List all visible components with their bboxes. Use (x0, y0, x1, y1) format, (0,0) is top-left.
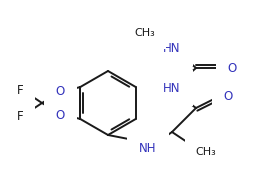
Text: F: F (17, 83, 23, 96)
Text: HN: HN (163, 42, 181, 54)
Text: HN: HN (163, 81, 181, 95)
Text: CH₃: CH₃ (135, 28, 155, 38)
Text: O: O (55, 84, 65, 98)
Text: O: O (227, 62, 237, 74)
Text: F: F (17, 110, 23, 122)
Text: NH: NH (139, 142, 157, 154)
Text: O: O (223, 90, 233, 103)
Text: CH₃: CH₃ (196, 147, 216, 157)
Text: O: O (55, 108, 65, 122)
